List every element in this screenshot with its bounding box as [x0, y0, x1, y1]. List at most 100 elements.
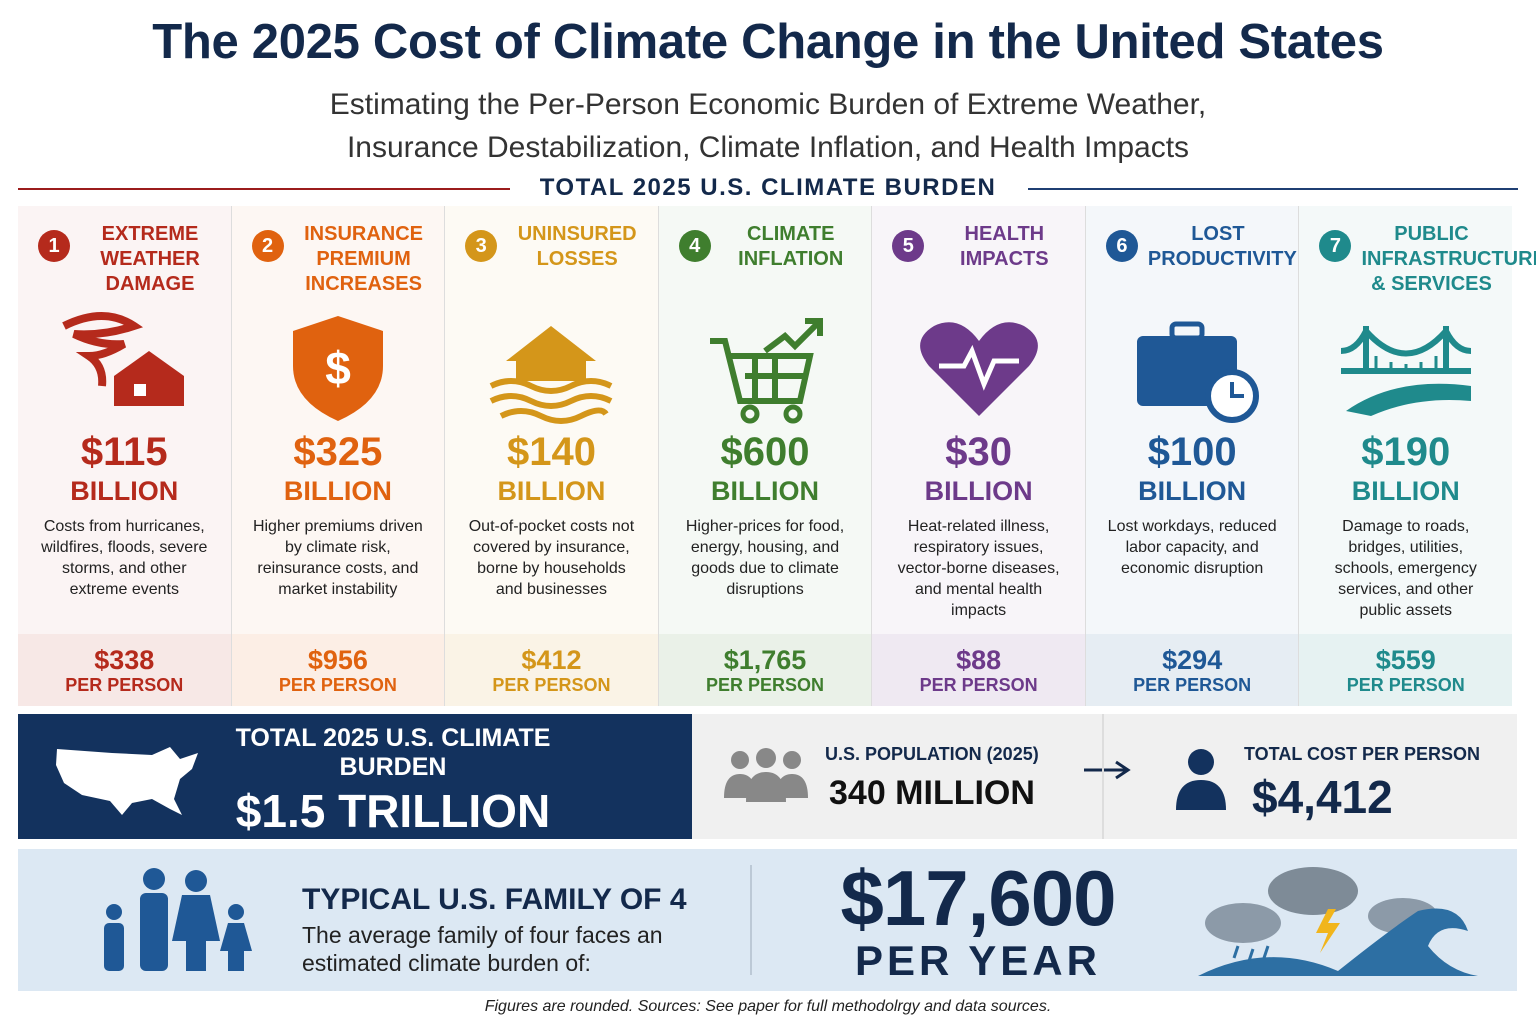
amount-unit: BILLION	[924, 476, 1033, 506]
card-number: 4	[678, 230, 711, 262]
total-value: $1.5 TRILLION	[235, 785, 551, 837]
card-title: EXTREME WEATHER DAMAGE	[100, 223, 200, 295]
card-icon	[1122, 306, 1262, 426]
per-person-label: PER PERSON	[1133, 674, 1252, 695]
rule	[1028, 188, 1518, 190]
card-number: 7	[1319, 230, 1352, 262]
card-header: 4 CLIMATE INFLATION	[659, 206, 872, 306]
amount: $100	[1147, 430, 1237, 474]
card-title: HEALTH IMPACTS	[960, 223, 1049, 270]
population-label: U.S. POPULATION (2025)	[825, 744, 1039, 764]
per-person: $338 PER PERSON	[18, 634, 231, 706]
per-person: $1,765 PER PERSON	[658, 634, 872, 706]
per-person-value: $4,412	[1252, 771, 1393, 823]
card-title: PUBLIC INFRASTRUCTURE & SERVICES	[1361, 223, 1536, 295]
description: Damage to roads, bridges, utilities, sch…	[1334, 518, 1477, 619]
per-person-label: PER PERSON	[65, 674, 184, 695]
description: Costs from hurricanes, wildfires, floods…	[41, 518, 208, 598]
per-person-label: PER PERSON	[278, 674, 397, 695]
category-card: 7 PUBLIC INFRASTRUCTURE & SERVICES $190 BIL…	[1299, 206, 1536, 706]
per-person-value: $559	[1375, 644, 1436, 675]
category-card: 5 HEALTH IMPACTS $30 BILLION Heat-related il…	[872, 206, 1086, 706]
per-person-value: $338	[94, 644, 155, 675]
per-person-value: $1,765	[723, 644, 807, 675]
card-header: 2 INSURANCE PREMIUM INCREASES	[232, 206, 445, 306]
category-card: 3 UNINSURED LOSSES $140 BILLION Out-of-pocke…	[445, 206, 659, 706]
amount-unit: BILLION	[711, 476, 820, 506]
section-label: TOTAL 2025 U.S. CLIMATE BURDEN	[539, 174, 997, 201]
card-icon	[481, 306, 621, 426]
description: Heat-related illness, respiratory issues…	[897, 518, 1060, 619]
amount-unit: BILLION	[497, 476, 606, 506]
per-person: $294 PER PERSON	[1085, 634, 1299, 706]
per-person-label: PER PERSON	[706, 674, 825, 695]
total-box: TOTAL 2025 U.S. CLIMATE BURDEN $1.5 TRIL…	[18, 714, 692, 839]
amount-unit: BILLION	[1138, 476, 1247, 506]
family-period: PER YEAR	[855, 937, 1101, 984]
category-card: 1 EXTREME WEATHER DAMAGE $115 BILLION Costs …	[18, 206, 232, 706]
per-person-label: TOTAL COST PER PERSON	[1244, 744, 1481, 764]
cards: 1 EXTREME WEATHER DAMAGE $115 BILLION Costs …	[18, 206, 1536, 706]
card-header: 5 HEALTH IMPACTS	[872, 206, 1085, 306]
card-title: LOST PRODUCTIVITY	[1147, 223, 1297, 270]
icon	[710, 318, 824, 424]
description: Lost workdays, reduced labor capacity, a…	[1107, 518, 1277, 577]
amount: $600	[720, 430, 810, 474]
card-icon: $	[268, 306, 408, 426]
per-person: $88 PER PERSON	[872, 634, 1085, 706]
amount: $325	[293, 430, 383, 474]
family-icon	[104, 868, 252, 971]
card-header: 6 LOST PRODUCTIVITY	[1086, 206, 1299, 306]
per-person-value: $88	[956, 644, 1002, 675]
family-box: TYPICAL U.S. FAMILY OF 4 The average fam…	[18, 849, 1517, 991]
amount-unit: BILLION	[283, 476, 392, 506]
card-number: 3	[465, 230, 498, 262]
card-icon	[1336, 306, 1476, 426]
per-person-label: PER PERSON	[1346, 674, 1465, 695]
storm-icon	[1198, 867, 1478, 976]
population-value: 340 MILLION	[829, 774, 1035, 812]
per-person-label: PER PERSON	[492, 674, 611, 695]
population-box: U.S. POPULATION (2025) 340 MILLION TOTAL…	[692, 714, 1517, 839]
amount-unit: BILLION	[1351, 476, 1460, 506]
subtitle: Estimating the Per-Person Economic Burde…	[329, 88, 1207, 121]
card-icon	[54, 306, 194, 426]
category-card: 2 INSURANCE PREMIUM INCREASES $ $325 BILLION…	[231, 206, 446, 706]
description: Higher-prices for food, energy, housing,…	[685, 518, 845, 598]
amount: $115	[80, 430, 168, 474]
per-person: $412 PER PERSON	[445, 634, 658, 706]
card-title: INSURANCE PREMIUM INCREASES	[304, 223, 424, 295]
per-person: $559 PER PERSON	[1299, 634, 1513, 706]
card-icon	[909, 306, 1049, 426]
amount-unit: BILLION	[70, 476, 179, 506]
per-person-value: $294	[1162, 644, 1223, 675]
card-number: 1	[38, 230, 70, 262]
icon	[919, 322, 1038, 416]
amount: $30	[945, 430, 1012, 474]
category-card: 4 CLIMATE INFLATION $600 BILLION Higher-pric…	[658, 206, 873, 706]
card-header: 3 UNINSURED LOSSES	[445, 206, 658, 306]
amount: $140	[506, 430, 596, 474]
person-icon	[1176, 749, 1226, 810]
title: The 2025 Cost of Climate Change in the U…	[152, 15, 1384, 69]
icon	[490, 326, 613, 424]
per-person: $956 PER PERSON	[231, 634, 445, 706]
subtitle: Insurance Destabilization, Climate Infla…	[346, 131, 1190, 164]
amount: $190	[1361, 430, 1451, 474]
family-text: The average family of four faces an esti…	[302, 922, 663, 976]
card-title: CLIMATE INFLATION	[738, 223, 844, 270]
per-person-value: $412	[521, 644, 582, 675]
category-card: 6 LOST PRODUCTIVITY $100 BILLION Lost workda…	[1085, 206, 1300, 706]
card-header: 7 PUBLIC INFRASTRUCTURE & SERVICES	[1299, 206, 1536, 306]
per-person-value: $956	[307, 644, 368, 675]
icon: $	[292, 316, 383, 421]
us-map-icon	[56, 747, 198, 815]
icon	[1340, 326, 1471, 416]
card-number: 2	[251, 230, 284, 262]
rule	[18, 188, 510, 190]
card-number: 6	[1105, 230, 1138, 262]
description: Out-of-pocket costs not covered by insur…	[468, 518, 635, 598]
per-person-label: PER PERSON	[919, 674, 1038, 695]
family-title: TYPICAL U.S. FAMILY OF 4	[302, 883, 687, 916]
